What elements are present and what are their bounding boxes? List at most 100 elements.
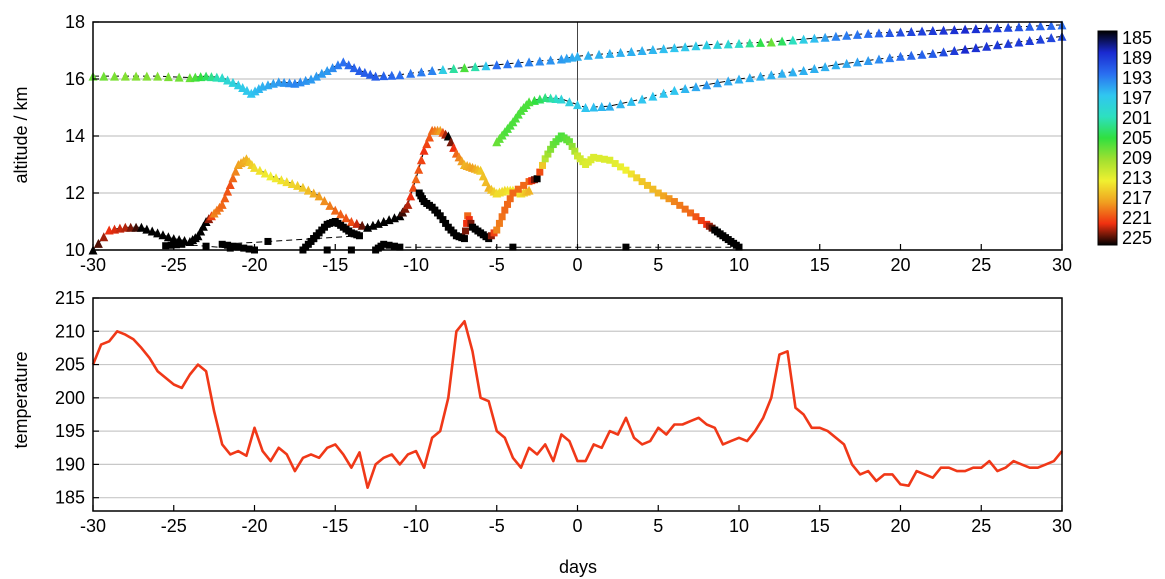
altitude-triangle-marker bbox=[336, 209, 346, 219]
altitude-triangle-marker bbox=[158, 230, 168, 240]
altitude-triangle-marker bbox=[756, 37, 766, 47]
altitude-triangle-marker bbox=[449, 64, 459, 74]
altitude-triangle-marker bbox=[481, 61, 491, 71]
temperature-y-tick-label: 190 bbox=[55, 454, 85, 474]
altitude-triangle-marker bbox=[403, 199, 413, 209]
altitude-triangle-marker bbox=[271, 173, 281, 183]
altitude-triangle-marker bbox=[1046, 33, 1056, 43]
temperature-x-tick-label: 10 bbox=[729, 516, 749, 536]
altitude-square-marker bbox=[622, 166, 630, 174]
altitude-triangle-marker bbox=[371, 71, 381, 81]
altitude-triangle-marker bbox=[659, 88, 669, 98]
temperature-y-tick-label: 195 bbox=[55, 421, 85, 441]
altitude-square-marker bbox=[396, 243, 404, 251]
temperature-panel: -30 -25 -20 -15 -10 -5 0 5 10 15 20 25 30 185 190 195 2… bbox=[11, 288, 1072, 577]
altitude-triangle-marker bbox=[971, 43, 981, 53]
altitude-y-tick-label: 16 bbox=[65, 69, 85, 89]
altitude-triangle-marker bbox=[492, 137, 502, 147]
altitude-triangle-marker bbox=[564, 97, 574, 107]
altitude-triangle-marker bbox=[669, 43, 679, 53]
altitude-square-marker bbox=[498, 213, 506, 221]
altitude-triangle-marker bbox=[422, 139, 432, 149]
altitude-triangle-marker bbox=[330, 205, 340, 215]
altitude-triangle-marker bbox=[1025, 21, 1035, 31]
altitude-triangle-marker bbox=[583, 50, 593, 60]
colorbar-label: 189 bbox=[1122, 48, 1152, 68]
altitude-y-tick-label: 10 bbox=[65, 240, 85, 260]
altitude-square-marker bbox=[514, 185, 522, 193]
altitude-triangle-marker bbox=[626, 46, 636, 56]
altitude-triangle-marker bbox=[659, 44, 669, 54]
altitude-square-marker bbox=[595, 154, 603, 162]
altitude-triangle-marker bbox=[120, 71, 130, 81]
altitude-triangle-marker bbox=[147, 226, 157, 236]
altitude-triangle-marker bbox=[266, 171, 276, 181]
altitude-triangle-marker bbox=[831, 31, 841, 41]
altitude-triangle-marker bbox=[939, 25, 949, 35]
altitude-triangle-marker bbox=[906, 50, 916, 60]
altitude-triangle-marker bbox=[960, 44, 970, 54]
altitude-square-marker bbox=[264, 237, 272, 245]
altitude-triangle-marker bbox=[723, 39, 733, 49]
altitude-triangle-marker bbox=[317, 68, 327, 78]
altitude-triangle-marker bbox=[939, 47, 949, 57]
altitude-triangle-marker bbox=[535, 56, 545, 66]
altitude-square-marker bbox=[385, 241, 393, 249]
altitude-triangle-marker bbox=[960, 24, 970, 34]
altitude-square-marker bbox=[172, 241, 180, 249]
altitude-square-marker bbox=[697, 217, 705, 225]
temperature-grid bbox=[93, 297, 1062, 499]
altitude-triangle-marker bbox=[852, 29, 862, 39]
altitude-triangle-marker bbox=[311, 71, 321, 81]
altitude-triangle-marker bbox=[325, 200, 335, 210]
altitude-triangle-marker bbox=[852, 57, 862, 67]
altitude-triangle-marker bbox=[193, 231, 203, 241]
altitude-triangle-marker bbox=[766, 70, 776, 80]
altitude-triangle-marker bbox=[691, 41, 701, 51]
altitude-triangle-marker bbox=[250, 86, 260, 96]
altitude-triangle-marker bbox=[306, 74, 316, 84]
altitude-triangle-marker bbox=[438, 65, 448, 74]
altitude-triangle-marker bbox=[233, 80, 243, 90]
altitude-x-tick-label: 20 bbox=[890, 255, 910, 275]
altitude-square-marker bbox=[539, 161, 547, 169]
altitude-triangle-marker bbox=[416, 67, 426, 77]
altitude-x-tick-label: 0 bbox=[572, 255, 582, 275]
altitude-square-marker bbox=[633, 174, 641, 182]
altitude-triangle-marker bbox=[777, 68, 787, 78]
altitude-triangle-marker bbox=[338, 57, 348, 67]
altitude-triangle-marker bbox=[842, 58, 852, 68]
altitude-square-marker bbox=[495, 219, 503, 227]
altitude-triangle-marker bbox=[387, 70, 397, 80]
altitude-square-marker bbox=[590, 153, 598, 161]
altitude-triangle-marker bbox=[163, 232, 173, 242]
altitude-square-marker bbox=[622, 243, 630, 251]
temperature-axes-frame bbox=[92, 297, 1063, 512]
altitude-square-marker bbox=[536, 168, 544, 176]
altitude-triangle-marker bbox=[470, 62, 480, 72]
altitude-square-marker bbox=[687, 209, 695, 217]
altitude-triangle-marker bbox=[169, 234, 179, 244]
altitude-triangle-marker bbox=[540, 93, 550, 103]
altitude-triangle-marker bbox=[136, 222, 146, 232]
altitude-triangle-marker bbox=[799, 34, 809, 44]
altitude-triangle-marker bbox=[419, 145, 429, 155]
altitude-triangle-marker bbox=[669, 85, 679, 95]
altitude-triangle-marker bbox=[637, 94, 647, 104]
temperature-y-tick-label: 215 bbox=[55, 288, 85, 308]
altitude-triangle-marker bbox=[223, 75, 233, 85]
altitude-square-marker bbox=[462, 227, 470, 235]
altitude-square-marker bbox=[627, 170, 635, 178]
altitude-square-marker bbox=[310, 235, 318, 243]
temperature-x-tick-label: -20 bbox=[241, 516, 267, 536]
temperature-x-tick-label: 25 bbox=[971, 516, 991, 536]
altitude-square-marker bbox=[442, 219, 450, 227]
altitude-triangle-marker bbox=[594, 49, 604, 59]
temperature-y-axis-label: temperature bbox=[11, 351, 31, 448]
altitude-triangle-marker bbox=[766, 37, 776, 47]
altitude-triangle-marker bbox=[424, 132, 434, 142]
altitude-square-marker bbox=[676, 201, 684, 209]
altitude-triangle-marker bbox=[992, 40, 1002, 50]
